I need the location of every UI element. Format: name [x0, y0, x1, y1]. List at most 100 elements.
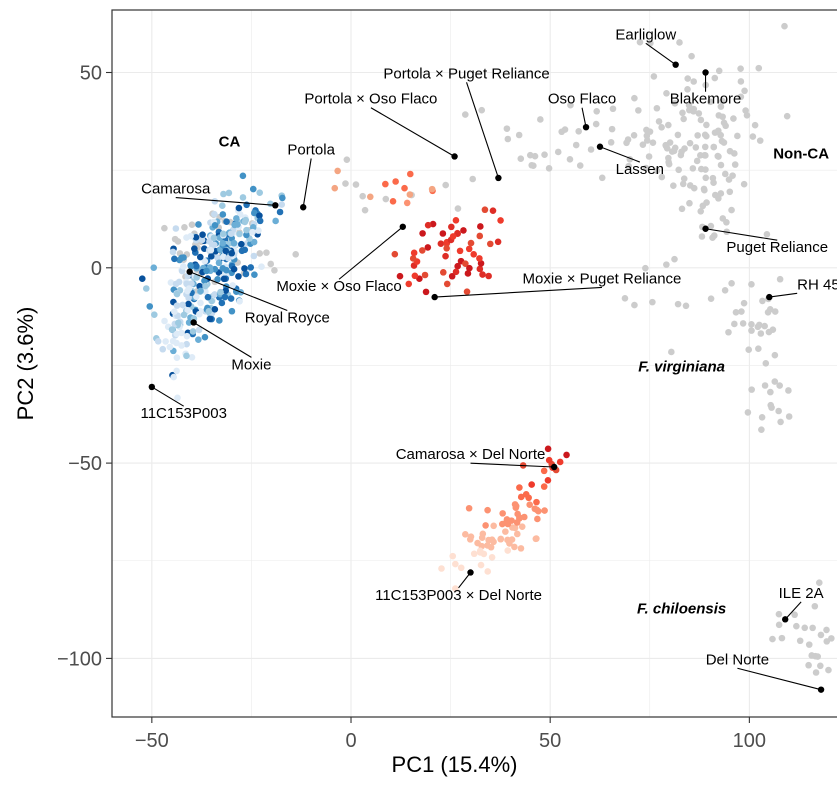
data-point	[476, 232, 484, 240]
data-point	[823, 626, 830, 634]
group-label: F. chiloensis	[637, 600, 726, 617]
data-point	[223, 218, 230, 225]
data-point	[154, 338, 162, 345]
data-point	[392, 178, 399, 185]
data-point	[710, 143, 718, 151]
data-point	[183, 340, 190, 348]
point-label: RH 45	[797, 276, 837, 293]
data-point	[768, 404, 775, 411]
data-point	[219, 239, 226, 247]
data-point	[239, 194, 247, 201]
data-point	[448, 272, 456, 280]
data-point	[255, 227, 262, 234]
data-point	[462, 531, 469, 538]
data-point	[643, 137, 651, 144]
data-point	[187, 262, 194, 269]
data-point	[715, 195, 722, 202]
data-point	[173, 302, 181, 309]
point-label: Moxie × Oso Flaco	[276, 278, 401, 295]
data-point	[655, 118, 663, 125]
data-point	[211, 291, 218, 298]
data-point	[701, 131, 709, 139]
data-point	[180, 254, 187, 261]
data-point	[715, 153, 722, 160]
leader-line	[458, 572, 471, 589]
data-point	[658, 124, 665, 131]
data-point	[238, 247, 246, 255]
data-point	[828, 635, 835, 642]
data-point	[678, 205, 686, 213]
data-point	[693, 157, 701, 165]
group-label: Non-CA	[773, 145, 829, 162]
data-point	[189, 328, 197, 335]
data-point	[775, 621, 783, 629]
data-point	[342, 180, 349, 187]
data-point	[193, 262, 200, 270]
data-point	[192, 233, 200, 241]
data-point	[817, 631, 825, 639]
data-point	[682, 302, 690, 310]
data-point	[662, 142, 670, 150]
data-point	[497, 535, 505, 543]
data-point	[456, 247, 464, 255]
data-point	[717, 131, 724, 139]
data-point	[197, 287, 204, 295]
data-point	[764, 308, 772, 316]
data-point	[731, 320, 738, 328]
data-point	[765, 328, 773, 336]
data-point	[452, 585, 459, 592]
data-point	[443, 244, 450, 252]
data-point	[723, 218, 730, 226]
data-point	[526, 501, 533, 508]
leader-line	[151, 386, 184, 407]
data-point	[516, 514, 523, 521]
data-point	[218, 202, 226, 210]
data-point	[587, 146, 595, 153]
group-label: F. virginiana	[638, 358, 725, 375]
data-point	[236, 298, 243, 305]
data-point	[150, 264, 158, 271]
data-point	[185, 319, 193, 326]
data-point	[485, 272, 492, 280]
data-point	[191, 245, 198, 252]
data-point	[732, 309, 740, 316]
point-label: Royal Royce	[245, 309, 330, 326]
data-point	[225, 189, 233, 197]
data-point	[607, 139, 615, 146]
data-point	[728, 206, 735, 214]
data-point	[188, 221, 196, 228]
data-point	[202, 288, 209, 295]
data-point	[166, 343, 174, 351]
data-point	[162, 338, 169, 345]
data-point	[406, 170, 414, 178]
data-point	[465, 504, 473, 512]
data-point	[759, 297, 766, 305]
data-point	[684, 85, 691, 93]
data-point	[183, 332, 191, 340]
data-point	[428, 185, 436, 193]
data-point	[174, 319, 182, 327]
data-point	[717, 103, 725, 110]
data-point	[697, 116, 705, 124]
data-point	[193, 293, 200, 301]
data-point	[437, 240, 445, 248]
data-point	[811, 602, 819, 610]
data-point	[229, 282, 236, 289]
data-point	[489, 207, 497, 214]
point-label: Portola × Puget Reliance	[383, 65, 549, 82]
data-point	[171, 255, 178, 263]
data-point	[452, 560, 459, 568]
highlighted-point	[672, 61, 679, 68]
data-point	[692, 144, 700, 151]
data-point	[575, 128, 582, 135]
data-point	[518, 523, 526, 530]
data-point	[509, 524, 516, 531]
data-point	[715, 67, 723, 75]
data-point	[697, 208, 705, 215]
data-point	[506, 540, 513, 547]
data-point	[477, 260, 485, 267]
data-point	[665, 121, 672, 129]
data-point	[161, 224, 168, 232]
point-label: Puget Reliance	[726, 239, 828, 256]
data-point	[247, 264, 255, 271]
